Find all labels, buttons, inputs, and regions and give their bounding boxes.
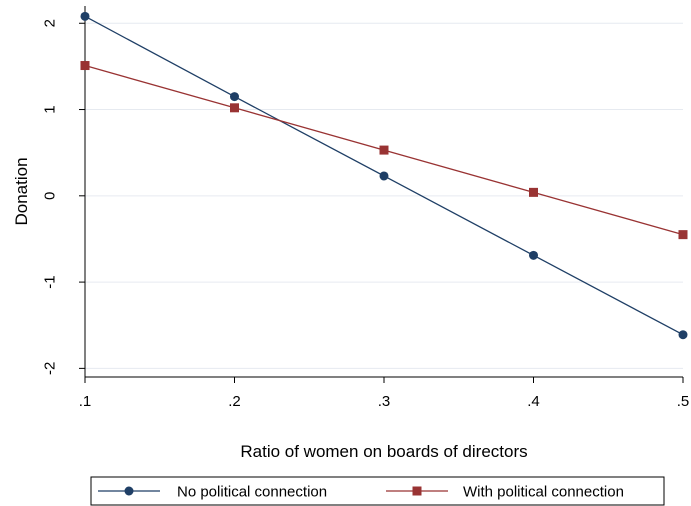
series-group	[80, 11, 688, 340]
x-tick-label: .2	[228, 393, 241, 410]
data-point	[230, 92, 239, 102]
data-point	[230, 103, 239, 113]
data-point	[379, 145, 389, 155]
y-axis-ticks: -2 -1 0 1 2	[41, 19, 85, 375]
legend: No political connection With political co…	[90, 476, 665, 506]
legend-label: With political connection	[463, 483, 624, 500]
y-tick-label: 2	[41, 19, 58, 27]
y-tick-label: 0	[41, 192, 58, 200]
y-tick-label: -1	[41, 275, 58, 288]
y-tick-label: 1	[41, 105, 58, 113]
x-tick-label: .5	[677, 393, 690, 410]
data-point	[678, 230, 688, 240]
data-point	[678, 330, 688, 340]
data-point	[529, 187, 538, 197]
legend-key-marker	[412, 486, 422, 496]
legend-key-marker	[124, 486, 134, 496]
data-point	[80, 61, 90, 71]
legend-box	[90, 476, 665, 506]
data-point	[80, 11, 90, 21]
x-tick-label: .4	[527, 393, 540, 410]
x-axis-ticks: .1 .2 .3 .4 .5	[79, 377, 690, 410]
y-axis-title: Donation	[12, 157, 31, 225]
x-axis-title: Ratio of women on boards of directors	[240, 442, 527, 461]
data-point	[529, 250, 538, 260]
x-tick-label: .1	[79, 393, 92, 410]
y-tick-label: -2	[41, 362, 58, 375]
x-tick-label: .3	[378, 393, 391, 410]
legend-label: No political connection	[177, 483, 327, 500]
data-point	[379, 171, 389, 181]
